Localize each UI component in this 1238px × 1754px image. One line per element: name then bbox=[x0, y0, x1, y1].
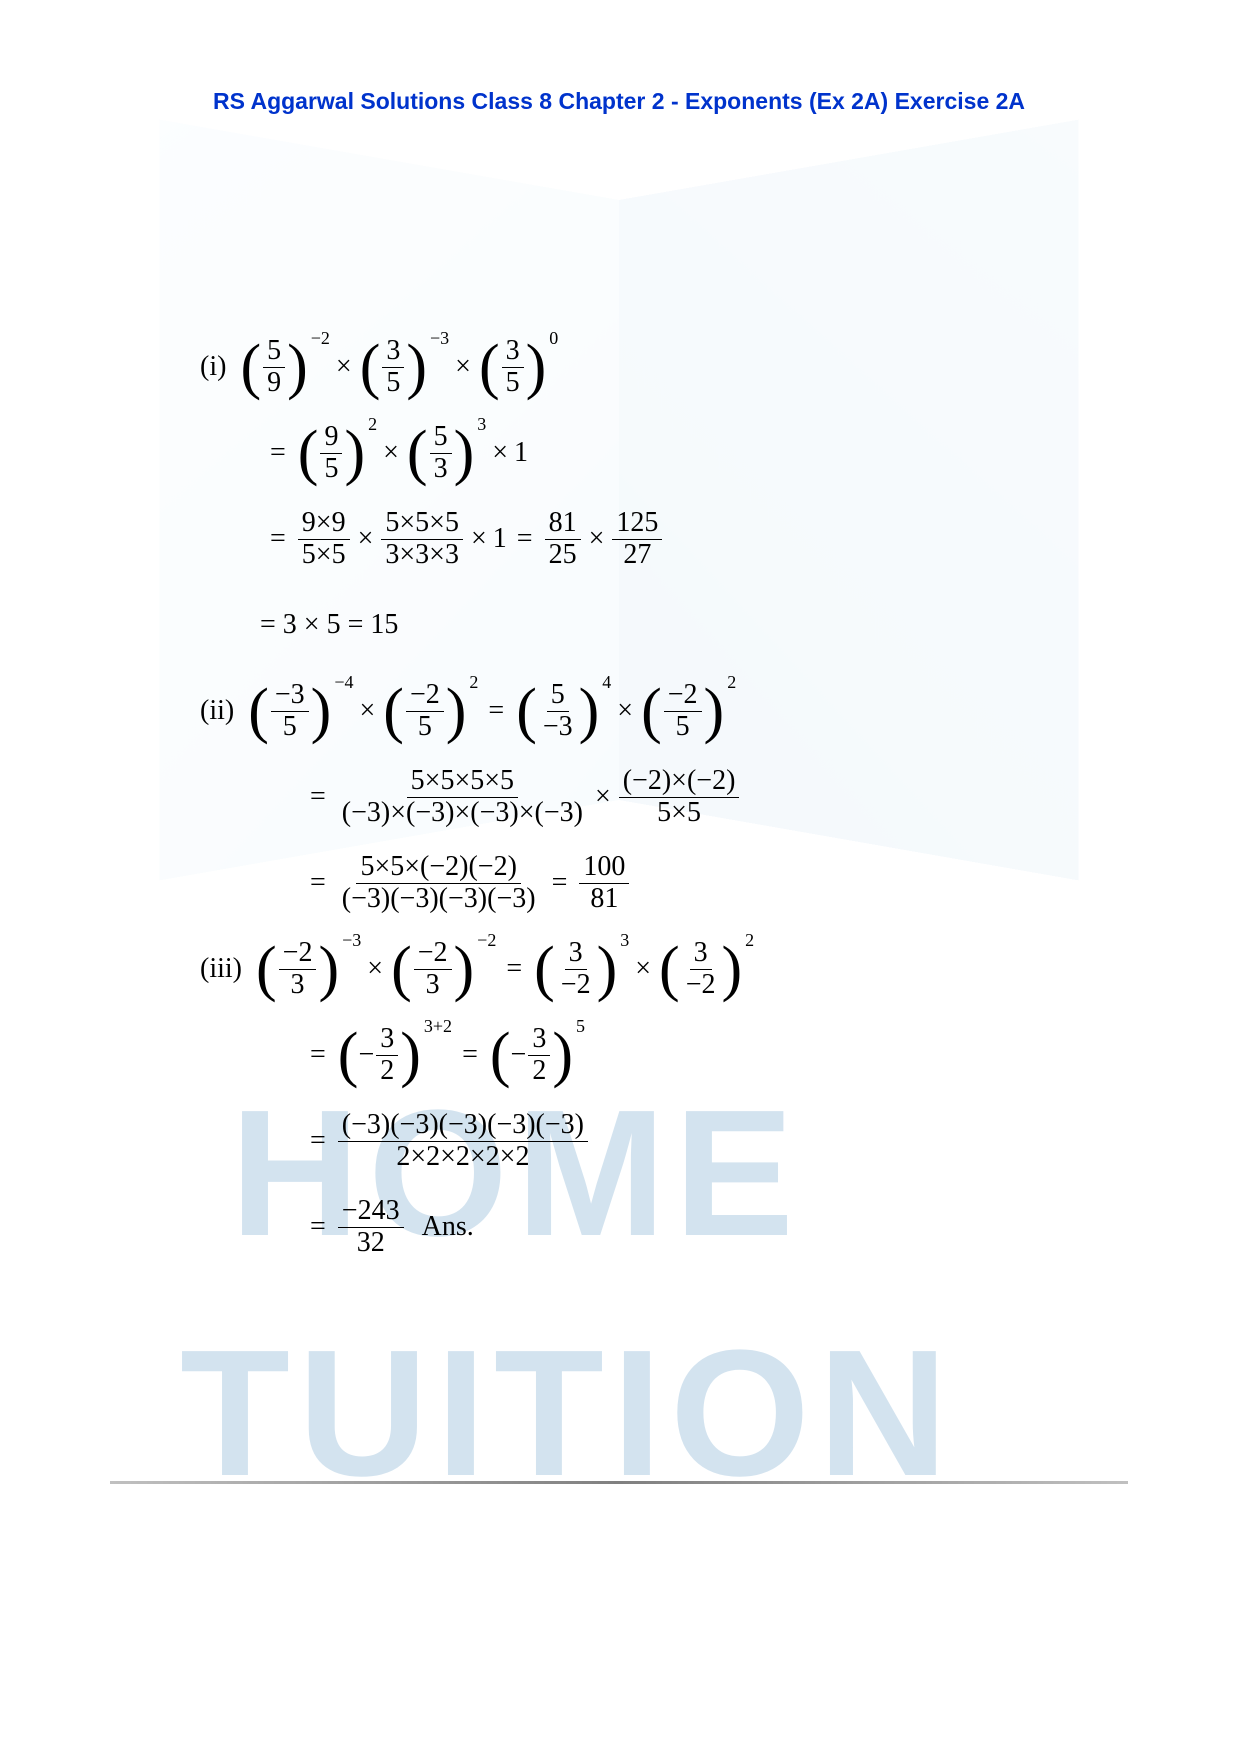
p1-line4: = 3 × 5 = 15 bbox=[200, 591, 1078, 659]
p3-line1: (iii) (−23)−3 × (−23)−2 = (3−2)3 × (3−2)… bbox=[200, 935, 1078, 1003]
divider bbox=[110, 1481, 1128, 1484]
p3-label: (iii) bbox=[200, 949, 242, 988]
math-content: (i) (59)−2 × (35)−3 × (35)0 = (95)2 × (5… bbox=[0, 115, 1238, 1319]
p3-line3: = (−3)(−3)(−3)(−3)(−3)2×2×2×2×2 bbox=[200, 1107, 1078, 1175]
p1-label: (i) bbox=[200, 347, 226, 386]
p2-line2: = 5×5×5×5(−3)×(−3)×(−3)×(−3) × (−2)×(−2)… bbox=[200, 763, 1078, 831]
p1-line1: (i) (59)−2 × (35)−3 × (35)0 bbox=[200, 333, 1078, 401]
p2-label: (ii) bbox=[200, 691, 234, 730]
watermark-tuition: TUITION bbox=[180, 1310, 956, 1517]
answer-label: Ans. bbox=[422, 1207, 474, 1246]
p1-line2: = (95)2 × (53)3 ×1 bbox=[200, 419, 1078, 487]
p1-line3: = 9×95×5 × 5×5×53×3×3 ×1 = 8125 × 12527 bbox=[200, 505, 1078, 573]
p3-line4: = −24332 Ans. bbox=[200, 1193, 1078, 1261]
p2-line3: = 5×5×(−2)(−2)(−3)(−3)(−3)(−3) = 10081 bbox=[200, 849, 1078, 917]
p2-line1: (ii) (−35)−4 × (−25)2 = (5−3)4 × (−25)2 bbox=[200, 677, 1078, 745]
page-title: RS Aggarwal Solutions Class 8 Chapter 2 … bbox=[0, 0, 1238, 115]
p3-line2: = (−32)3+2 = (−32)5 bbox=[200, 1021, 1078, 1089]
